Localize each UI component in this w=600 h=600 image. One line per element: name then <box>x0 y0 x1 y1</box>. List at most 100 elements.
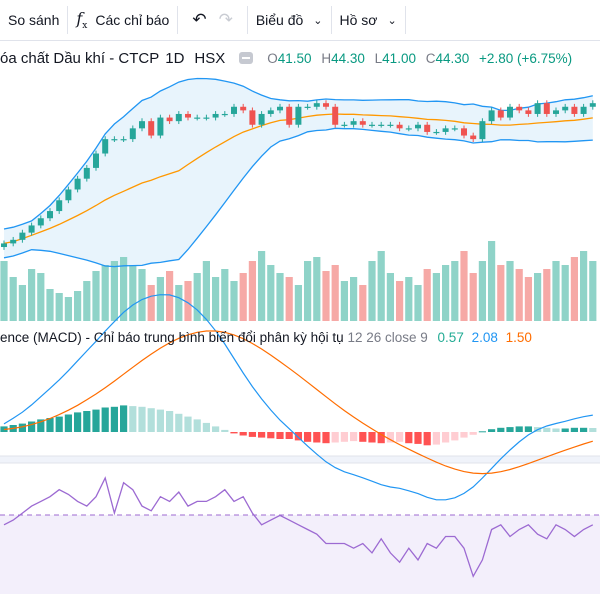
candle-body <box>507 106 513 118</box>
candle-body <box>148 121 155 136</box>
macd-histogram-bar <box>561 428 569 432</box>
volume-bar <box>120 257 128 321</box>
chevron-down-icon: ⌄ <box>387 14 397 27</box>
hide-legend-icon[interactable] <box>239 52 254 64</box>
candle-body <box>203 117 210 119</box>
macd-histogram-bar <box>515 426 523 432</box>
candle-body <box>488 110 495 122</box>
indicators-label: Các chỉ báo <box>95 12 170 28</box>
candle-body <box>111 139 118 141</box>
volume-bar <box>92 271 100 321</box>
candle-body <box>553 110 559 114</box>
volume-bar <box>506 261 514 321</box>
candle-body <box>65 189 72 201</box>
redo-icon[interactable]: ↷ <box>218 10 233 29</box>
candle-body <box>534 103 541 114</box>
change-value: +2.80 (+6.75%) <box>479 50 573 66</box>
candle-body <box>359 121 366 125</box>
candle-body <box>479 121 486 140</box>
candle-body <box>129 128 136 140</box>
profile-label: Hồ sơ <box>339 12 378 28</box>
exchange-label: HSX <box>194 49 226 67</box>
bollinger-upper-line <box>3 77 593 230</box>
candle-body <box>543 103 550 114</box>
candle-body <box>175 113 182 122</box>
macd-histogram-bar <box>285 432 293 439</box>
volume-bar <box>294 285 302 321</box>
volume-bar <box>147 285 155 321</box>
candle-body <box>405 128 412 130</box>
macd-histogram-bar <box>432 432 440 445</box>
volume-bar <box>221 269 229 321</box>
macd-histogram-bar <box>276 432 284 439</box>
macd-signal-line <box>3 330 593 475</box>
macd-histogram-bar <box>202 422 210 432</box>
macd-line-value: 2.08 <box>471 330 498 345</box>
macd-histogram-bar <box>488 429 496 432</box>
candle-body <box>212 113 219 118</box>
chevron-down-icon: ⌄ <box>313 14 323 27</box>
macd-histogram-bar <box>83 411 91 432</box>
macd-hist-value: 0.57 <box>437 330 464 345</box>
undo-redo-group: ↶ ↷ <box>178 0 247 40</box>
timeframe-label: 1D <box>165 49 185 67</box>
macd-histogram-bar <box>55 416 63 432</box>
candle-body <box>28 225 35 233</box>
candle-body <box>93 153 99 168</box>
indicators-button[interactable]: fx Các chỉ báo <box>68 0 177 40</box>
toolbar-divider <box>67 6 69 34</box>
macd-histogram-bar <box>570 427 578 432</box>
candle-body <box>258 113 265 125</box>
candle-body <box>37 218 44 226</box>
candle-body <box>304 106 311 108</box>
volume-bar <box>469 273 477 321</box>
candle-body <box>157 117 164 136</box>
macd-signal-value: 1.50 <box>505 330 532 345</box>
candle-body <box>580 106 587 114</box>
macd-histogram-bar <box>92 409 100 432</box>
candle-body <box>396 124 403 129</box>
function-icon: fx <box>76 8 88 32</box>
volume-bar <box>534 273 542 321</box>
compare-label: So sánh <box>8 12 60 28</box>
volume-bar <box>350 277 358 321</box>
volume-bar <box>561 265 569 321</box>
macd-legend: ence (MACD) - Chỉ báo trung bình biến đổ… <box>0 330 532 345</box>
macd-histogram-bar <box>166 411 174 432</box>
profile-dropdown[interactable]: Hồ sơ ⌄ <box>332 0 405 40</box>
volume-bar <box>55 293 63 321</box>
macd-histogram-bar <box>451 432 459 441</box>
macd-histogram-bar <box>110 406 118 432</box>
ohlc-values: O41.50 H44.30 L41.00 C44.30 +2.80 (+6.75… <box>267 50 573 66</box>
candle-body <box>267 110 274 114</box>
volume-bar <box>589 261 597 321</box>
candle-body <box>194 117 201 119</box>
bollinger-lower-line <box>3 127 593 268</box>
volume-bar <box>46 289 54 321</box>
macd-indicator-name: ence (MACD) - Chỉ báo trung bình biến đổ… <box>0 330 344 345</box>
compare-button[interactable]: So sánh <box>0 0 67 40</box>
volume-bar <box>28 269 36 321</box>
chart-type-dropdown[interactable]: Biểu đồ ⌄ <box>248 0 331 40</box>
volume-bar <box>64 297 72 321</box>
candle-body <box>562 106 569 111</box>
macd-histogram-bar <box>258 432 266 438</box>
macd-histogram-bar <box>322 432 330 444</box>
macd-histogram-bar <box>267 432 275 439</box>
undo-icon[interactable]: ↶ <box>192 10 207 29</box>
volume-bar <box>331 265 339 321</box>
candle-body <box>286 106 293 125</box>
volume-bar <box>442 265 450 321</box>
volume-bar <box>9 277 17 321</box>
macd-histogram-bar <box>350 432 358 442</box>
volume-bar <box>359 285 367 321</box>
volume-bar <box>258 251 266 321</box>
volume-bar <box>423 269 431 321</box>
candle-body <box>221 113 228 116</box>
volume-bar <box>478 261 486 321</box>
macd-histogram-bar <box>221 429 229 432</box>
volume-bar <box>396 281 404 321</box>
volume-bar <box>74 291 82 321</box>
candle-body <box>83 167 90 179</box>
